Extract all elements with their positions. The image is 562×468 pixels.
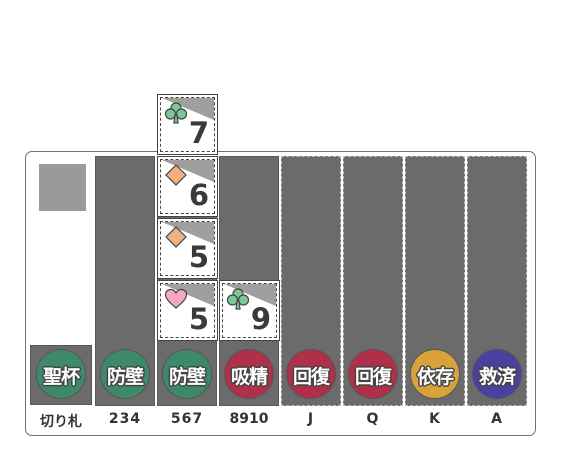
card-heart-5[interactable]: 5 [157,280,218,341]
card-rank: 5 [188,302,209,336]
badge-label-8910: 吸精 [230,366,268,388]
badge-label-j: 回復 [292,366,330,388]
column-label-8910: 8910 [229,411,269,427]
badge-circle-234 [100,349,150,399]
badge-label-a: 救済 [478,366,516,388]
heart-icon [164,288,188,309]
card-rank: 6 [188,178,209,212]
badge-label-trump: 聖杯 [42,366,80,388]
column-label-trump: 切り札 [40,414,82,430]
column-label-234: 234 [108,411,142,427]
card-rank: 5 [188,240,209,274]
club-icon [226,288,250,310]
badge-circle-q [348,349,398,399]
badge-label-k: 依存 [416,366,454,388]
badge-label-q: 回復 [354,366,392,388]
column-label-j: J [307,411,315,427]
card-club-7[interactable]: 7 [157,94,218,155]
card-rank: 7 [188,116,209,150]
column-label-a: A [491,411,503,427]
column-label-k: K [429,411,441,427]
column-label-567: 567 [170,411,204,427]
badge-circle-j [286,349,336,399]
badge-circle-trump [36,349,86,399]
badge-label-234: 防壁 [106,366,144,388]
diamond-icon [165,226,187,248]
card-diamond-5[interactable]: 5 [157,218,218,279]
club-icon [164,102,188,124]
trump-card-slot[interactable] [39,164,86,211]
card-rank: 9 [250,302,271,336]
badge-label-567: 防壁 [168,366,206,388]
badge-circle-a [472,349,522,399]
badge-circle-8910 [224,349,274,399]
card-diamond-6[interactable]: 6 [157,156,218,217]
column-label-q: Q [366,411,380,427]
badge-circle-567 [162,349,212,399]
card-club-9[interactable]: 9 [219,280,280,341]
badge-circle-k [410,349,460,399]
diamond-icon [165,164,187,186]
